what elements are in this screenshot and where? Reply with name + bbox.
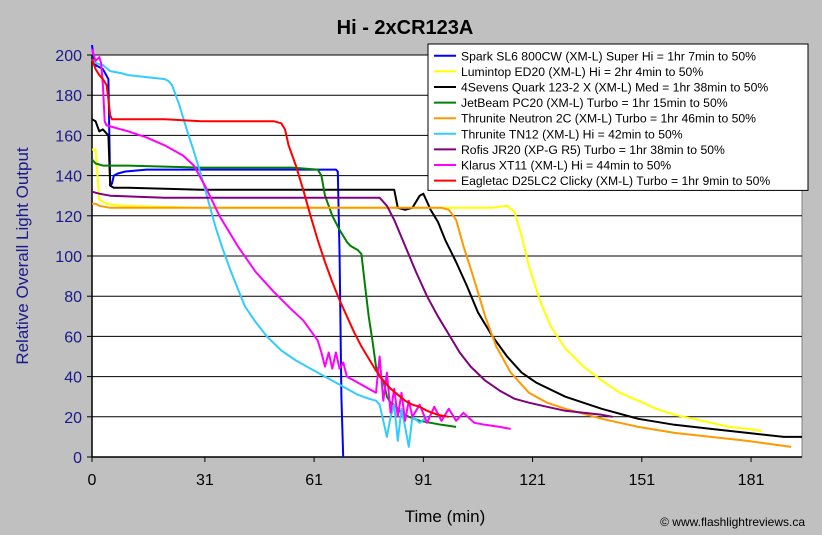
y-tick-label: 0 [73,450,82,467]
y-tick-label: 120 [55,209,82,226]
y-tick-label: 100 [55,249,82,266]
x-tick-label: 31 [196,472,214,489]
legend-label: Spark SL6 800CW (XM-L) Super Hi = 1hr 7m… [461,49,756,63]
legend-label: Rofis JR20 (XP-G R5) Turbo = 1hr 38min t… [461,143,725,157]
series-line-8 [91,48,511,430]
legend-label: Eagletac D25LC2 Clicky (XM-L) Turbo = 1h… [461,174,770,188]
y-tick-label: 20 [64,410,82,427]
y-tick-label: 80 [64,289,82,306]
credit-text: © www.flashlightreviews.ca [660,515,805,529]
series-line-3 [91,118,802,438]
y-tick-label: 140 [55,169,82,186]
series-line-9 [91,58,449,418]
x-tick-label: 91 [414,472,432,489]
x-tick-label: 121 [519,472,546,489]
y-tick-label: 160 [55,128,82,145]
y-tick-label: 180 [55,88,82,105]
x-tick-label: 61 [305,472,323,489]
legend-box [427,43,809,191]
y-tick-label: 60 [64,329,82,346]
y-tick-label: 200 [55,48,82,65]
legend-label: Thrunite Neutron 2C (XM-L) Turbo = 1hr 4… [461,112,756,126]
x-tick-label: 181 [738,472,765,489]
legend-label: 4Sevens Quark 123-2 X (XM-L) Med = 1hr 3… [461,81,768,95]
x-tick-label: 0 [88,472,97,489]
legend-label: Lumintop ED20 (XM-L) Hi = 2hr 4min to 50… [461,65,703,79]
x-axis-label: Time (min) [405,507,486,526]
legend-label: Klarus XT11 (XM-L) Hi = 44min to 50% [461,159,671,173]
series-line-1 [91,44,345,458]
series-line-7 [91,190,613,418]
series-line-6 [91,58,428,448]
chart-title: Hi - 2xCR123A [337,17,474,39]
y-axis-label: Relative Overall Light Output [13,147,32,365]
series-line-5 [92,202,792,448]
x-tick-label: 151 [628,472,655,489]
y-tick-label: 40 [64,370,82,387]
legend-label: Thrunite TN12 (XM-L) Hi = 42min to 50% [461,127,683,141]
legend-label: JetBeam PC20 (XM-L) Turbo = 1hr 15min to… [461,96,728,110]
